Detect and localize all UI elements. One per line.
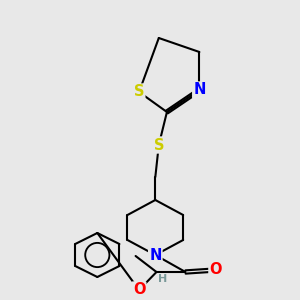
- Text: N: N: [149, 248, 161, 262]
- Text: S: S: [154, 137, 164, 152]
- Text: N: N: [193, 82, 206, 98]
- Text: O: O: [209, 262, 222, 278]
- Text: S: S: [134, 85, 144, 100]
- Text: H: H: [158, 274, 168, 284]
- Text: O: O: [133, 283, 145, 298]
